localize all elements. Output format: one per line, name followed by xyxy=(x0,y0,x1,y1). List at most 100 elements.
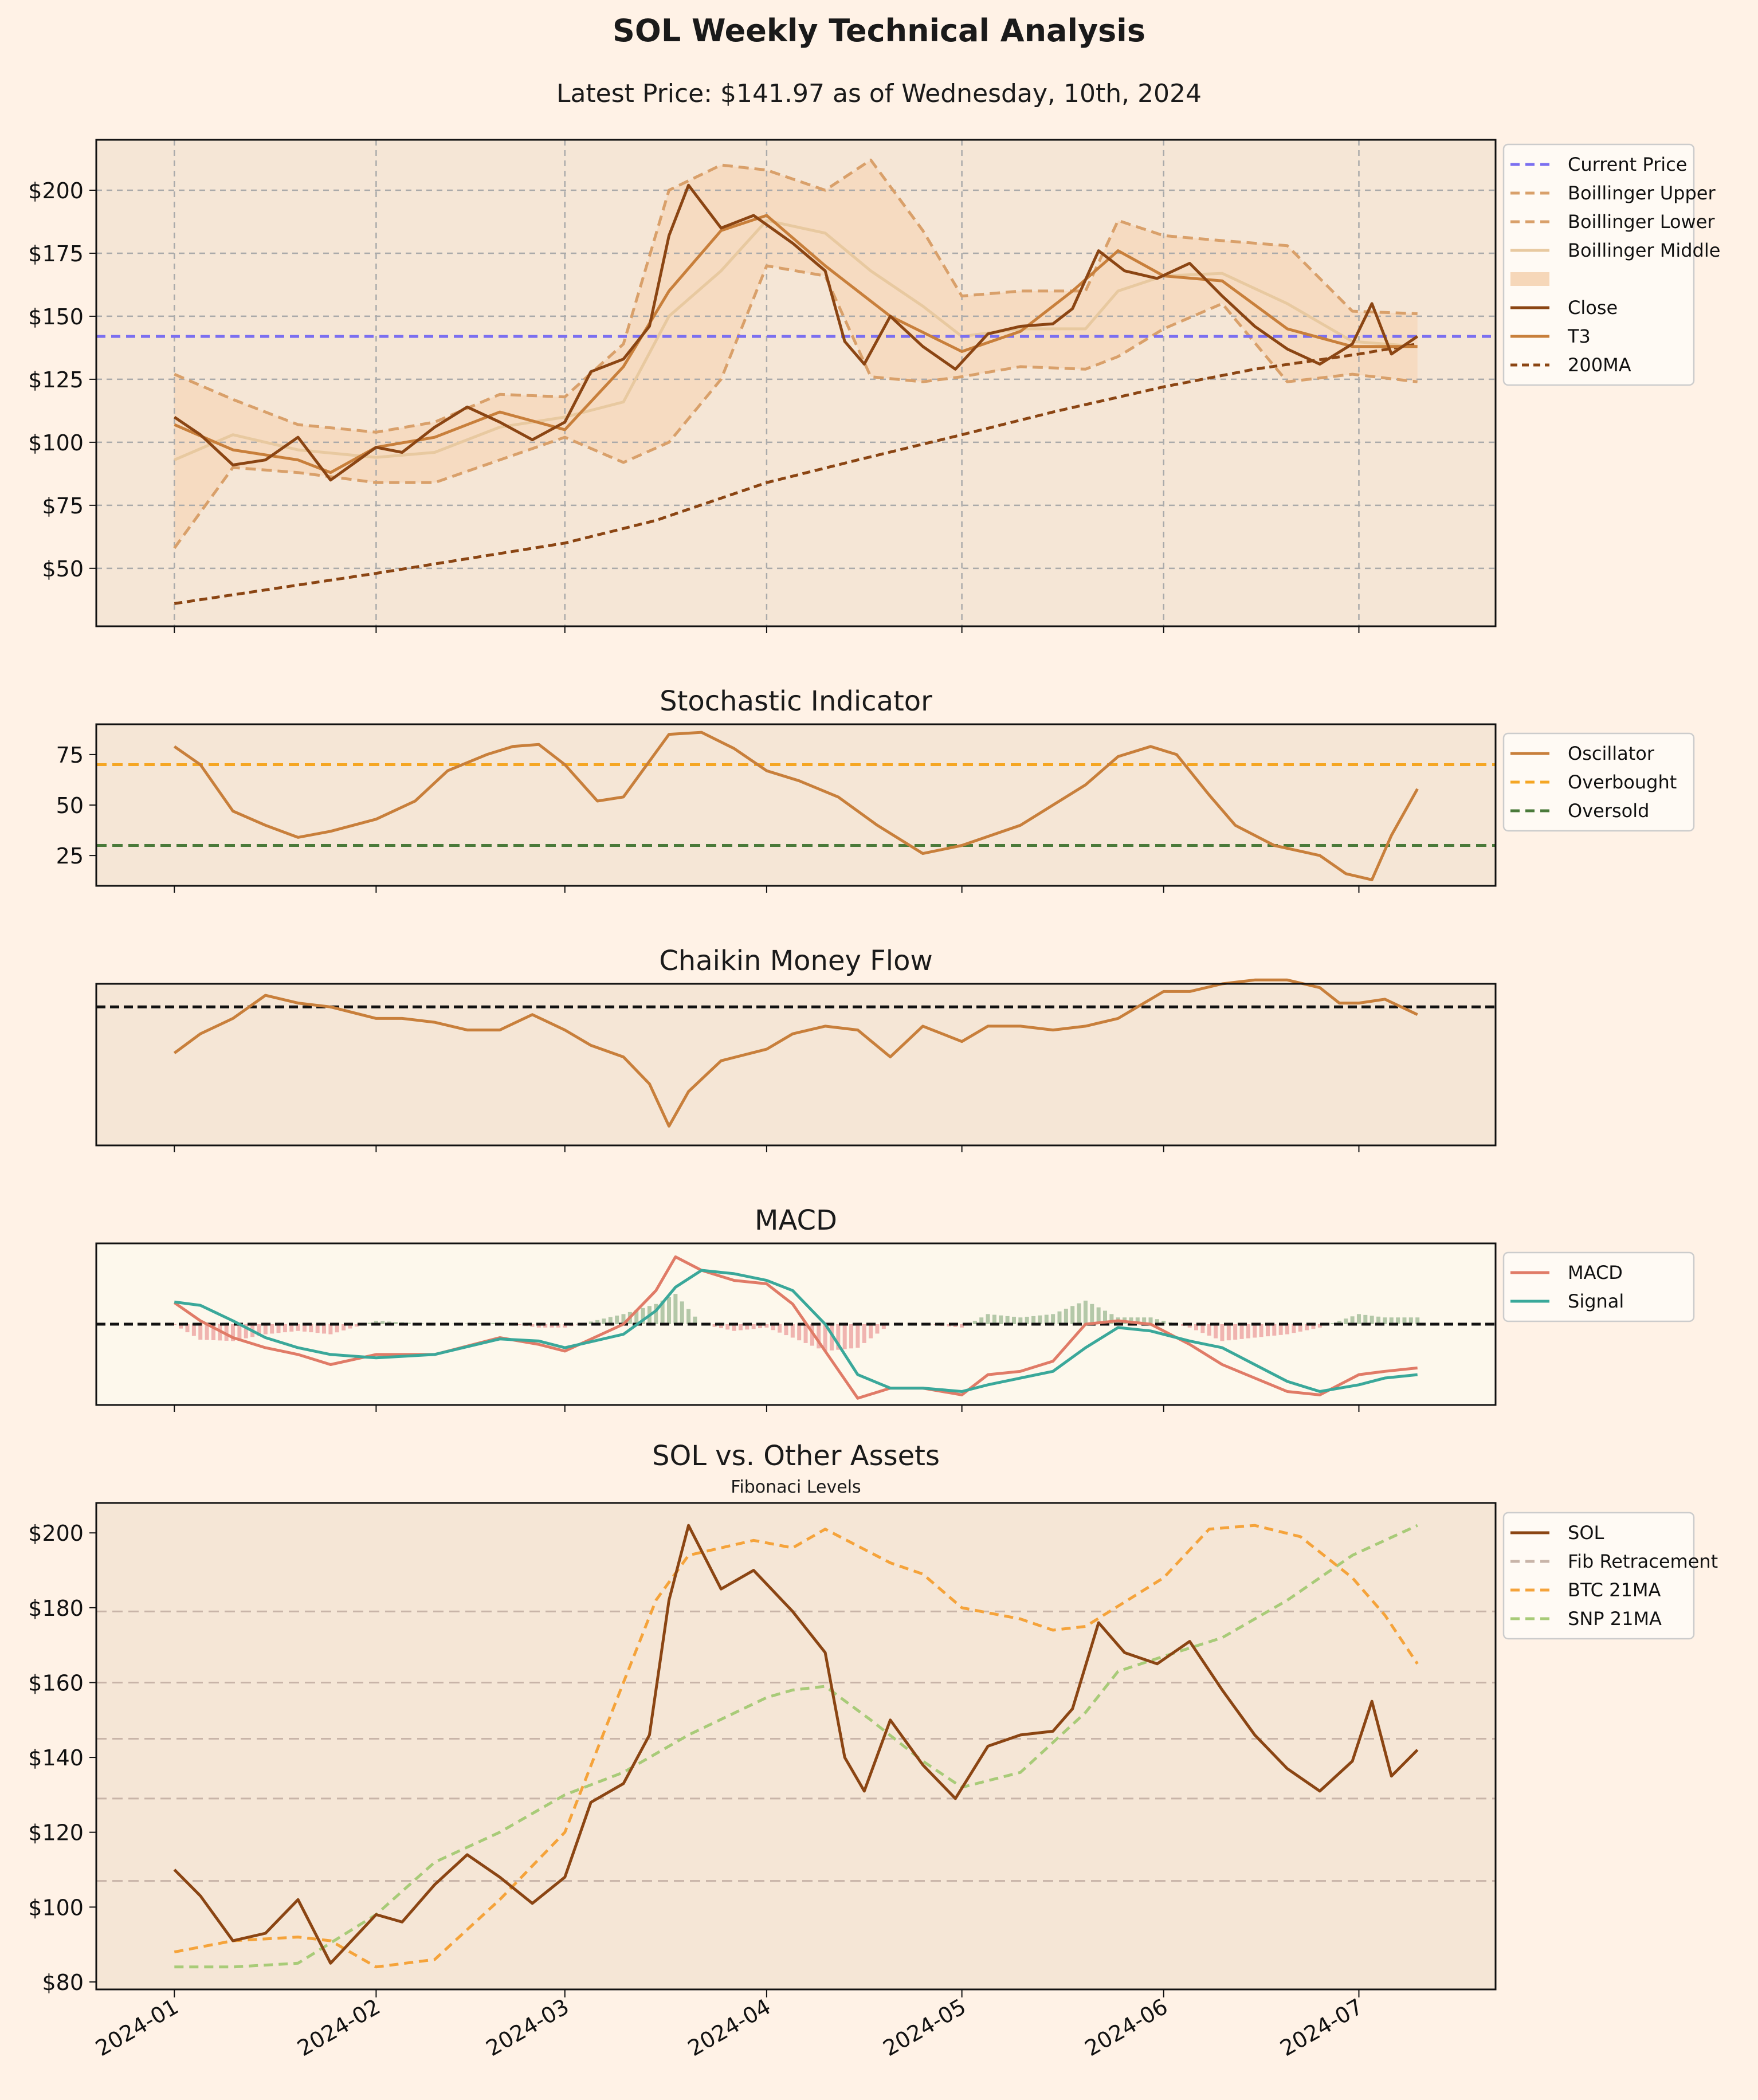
histogram-bar xyxy=(368,1322,372,1324)
histogram-bar xyxy=(686,1309,690,1324)
histogram-bar xyxy=(869,1324,873,1338)
panels-group: $50 $75 $100 $125 $150 $175 $200 Current Price B… xyxy=(28,140,1720,2061)
y-tick-label: $140 xyxy=(28,1745,84,1771)
macd-title: MACD xyxy=(755,1204,837,1237)
histogram-bar xyxy=(673,1294,677,1324)
comparison-title: SOL vs. Other Assets xyxy=(652,1440,940,1472)
histogram-bar xyxy=(1051,1314,1055,1324)
histogram-bar xyxy=(1272,1324,1276,1336)
histogram-bar xyxy=(849,1324,853,1348)
x-tick-label: 2024-05 xyxy=(879,1994,971,2061)
legend-entry: Boillinger Lower xyxy=(1568,211,1715,233)
legend-entry: Signal xyxy=(1568,1290,1624,1312)
histogram-bar xyxy=(973,1321,977,1324)
histogram-bar xyxy=(856,1324,860,1348)
histogram-bar xyxy=(491,1323,495,1324)
stochastic-plot-area xyxy=(96,724,1496,886)
histogram-bar xyxy=(784,1324,788,1335)
histogram-bar xyxy=(1285,1324,1289,1334)
y-tick-label: $200 xyxy=(28,178,84,203)
legend-entry: Fib Retracement xyxy=(1568,1551,1718,1572)
y-tick-label: $75 xyxy=(42,493,84,519)
price-panel: $50 $75 $100 $125 $150 $175 $200 Current Price B… xyxy=(28,140,1720,626)
histogram-bar xyxy=(667,1297,671,1324)
y-tick-label: 25 xyxy=(56,843,84,869)
histogram-bar xyxy=(1253,1324,1257,1338)
y-tick-label: $175 xyxy=(28,241,84,266)
histogram-bar xyxy=(1064,1309,1068,1324)
y-tick-label: 50 xyxy=(56,793,84,818)
histogram-bar xyxy=(1207,1324,1211,1336)
legend-entry: Overbought xyxy=(1568,771,1677,793)
legend-entry: Oversold xyxy=(1568,800,1649,822)
histogram-bar xyxy=(1090,1304,1094,1324)
y-tick-label: $160 xyxy=(28,1670,84,1695)
histogram-bar xyxy=(380,1321,384,1324)
histogram-bar xyxy=(680,1301,684,1324)
macd-panel: MACD MACD Signal xyxy=(96,1204,1694,1405)
y-tick-label: $100 xyxy=(28,430,84,456)
figure-subtitle: Latest Price: $141.97 as of Wednesday, 1… xyxy=(556,79,1202,108)
panel-subtitle: Fibonaci Levels xyxy=(731,1477,861,1497)
histogram-bar xyxy=(1077,1304,1081,1324)
legend-entry: SNP 21MA xyxy=(1568,1608,1662,1630)
histogram-bar xyxy=(1279,1324,1283,1335)
y-tick-label: $180 xyxy=(28,1596,84,1621)
price-legend: Current Price Boillinger Upper Boillinger … xyxy=(1504,144,1720,385)
histogram-bar xyxy=(752,1324,756,1329)
histogram-bar xyxy=(1058,1312,1062,1324)
legend-swatch xyxy=(1510,272,1549,286)
legend-entry: Boillinger Upper xyxy=(1568,182,1716,204)
y-tick-label: $150 xyxy=(28,304,84,329)
y-tick-label: $200 xyxy=(28,1521,84,1546)
legend-entry: T3 xyxy=(1567,325,1591,347)
histogram-bar xyxy=(1227,1324,1231,1340)
x-tick-label: 2024-07 xyxy=(1276,1994,1367,2061)
y-tick-label: $125 xyxy=(28,367,84,392)
histogram-bar xyxy=(739,1324,743,1330)
histogram-bar xyxy=(328,1324,332,1334)
y-tick-label: 75 xyxy=(56,743,84,768)
y-tick-label: $120 xyxy=(28,1820,84,1846)
histogram-bar xyxy=(264,1324,268,1334)
macd-legend: MACD Signal xyxy=(1504,1253,1694,1321)
x-tick-label: 2024-06 xyxy=(1081,1994,1172,2061)
histogram-bar xyxy=(797,1324,801,1340)
y-tick-label: $50 xyxy=(42,556,84,582)
x-tick-label: 2024-02 xyxy=(293,1994,384,2061)
legend-entry: Close xyxy=(1568,297,1618,319)
histogram-bar xyxy=(791,1324,795,1338)
y-tick-label: $80 xyxy=(42,1970,84,1995)
histogram-bar xyxy=(1220,1324,1224,1341)
cmf-title: Chaikin Money Flow xyxy=(659,945,932,977)
histogram-bar xyxy=(394,1322,398,1324)
histogram-bar xyxy=(1070,1306,1074,1324)
histogram-bar xyxy=(198,1324,202,1340)
histogram-bar xyxy=(1233,1324,1237,1340)
legend-entry: SOL xyxy=(1568,1522,1604,1544)
histogram-bar xyxy=(862,1324,866,1343)
stochastic-legend: Oscillator Overbought Oversold xyxy=(1504,733,1694,831)
histogram-bar xyxy=(205,1324,209,1340)
y-tick-label: $100 xyxy=(28,1895,84,1920)
cmf-panel: Chaikin Money Flow xyxy=(96,945,1496,1145)
legend-entry: 200MA xyxy=(1568,354,1631,376)
histogram-bar xyxy=(986,1314,990,1324)
histogram-bar xyxy=(1259,1324,1263,1337)
legend-box xyxy=(1504,144,1694,385)
x-tick-label: 2024-04 xyxy=(684,1994,775,2061)
histogram-bar xyxy=(1240,1324,1244,1339)
x-tick-label: 2024-01 xyxy=(91,1994,183,2061)
legend-entry: Oscillator xyxy=(1568,743,1655,764)
histogram-bar xyxy=(843,1324,847,1349)
legend-entry: Current Price xyxy=(1568,154,1687,175)
histogram-bar xyxy=(999,1316,1003,1324)
histogram-bar xyxy=(875,1324,879,1333)
histogram-bar xyxy=(1084,1301,1088,1324)
legend-entry: MACD xyxy=(1568,1262,1623,1283)
figure-title: SOL Weekly Technical Analysis xyxy=(613,13,1145,49)
